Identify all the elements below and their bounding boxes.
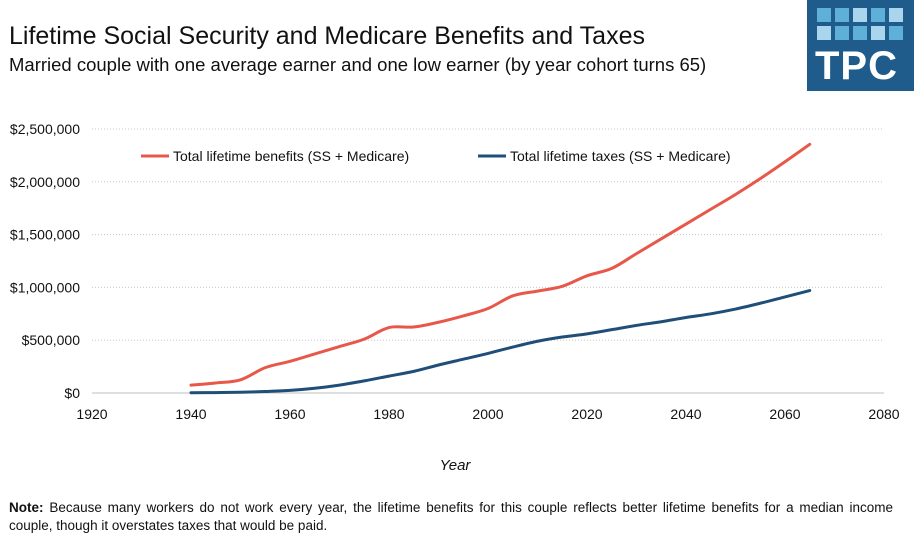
x-tick-label: 1940 (175, 406, 206, 422)
footnote-text: Because many workers do not work every y… (9, 500, 893, 533)
x-tick-label: 2000 (472, 406, 503, 422)
x-tick-label: 2060 (769, 406, 800, 422)
legend-label: Total lifetime taxes (SS + Medicare) (510, 148, 731, 164)
logo-text: TPC (815, 44, 898, 88)
footnote: Note: Because many workers do not work e… (9, 499, 893, 535)
line-chart: $0 $500,000 $1,000,000 $1,500,000 $2,000,000… (10, 121, 900, 474)
x-axis-label: Year (440, 457, 472, 474)
y-tick-label: $0 (64, 385, 80, 401)
x-tick-label: 1960 (274, 406, 305, 422)
y-tick-label: $1,500,000 (10, 227, 80, 243)
tpc-logo: TPC (807, 0, 914, 91)
x-tick-label: 2020 (571, 406, 602, 422)
series (189, 142, 812, 395)
series-line-benefits (189, 142, 812, 387)
x-tick-label: 2080 (868, 406, 899, 422)
legend: Total lifetime benefits (SS + Medicare) T… (141, 148, 731, 164)
x-tick-label: 1920 (76, 406, 107, 422)
y-tick-label: $1,000,000 (10, 279, 80, 295)
axes: $0 $500,000 $1,000,000 $1,500,000 $2,000,000… (10, 121, 900, 422)
chart-subtitle: Married couple with one average earner a… (9, 54, 707, 75)
x-tick-label: 2040 (670, 406, 701, 422)
legend-label: Total lifetime benefits (SS + Medicare) (173, 148, 409, 164)
gridlines (92, 128, 884, 341)
chart-title: Lifetime Social Security and Medicare Be… (9, 22, 645, 50)
x-tick-label: 1980 (373, 406, 404, 422)
footnote-label: Note: (9, 500, 44, 515)
y-tick-label: $2,000,000 (10, 174, 80, 190)
series-line-taxes (189, 289, 812, 395)
y-tick-label: $500,000 (22, 332, 81, 348)
y-tick-label: $2,500,000 (10, 121, 80, 137)
